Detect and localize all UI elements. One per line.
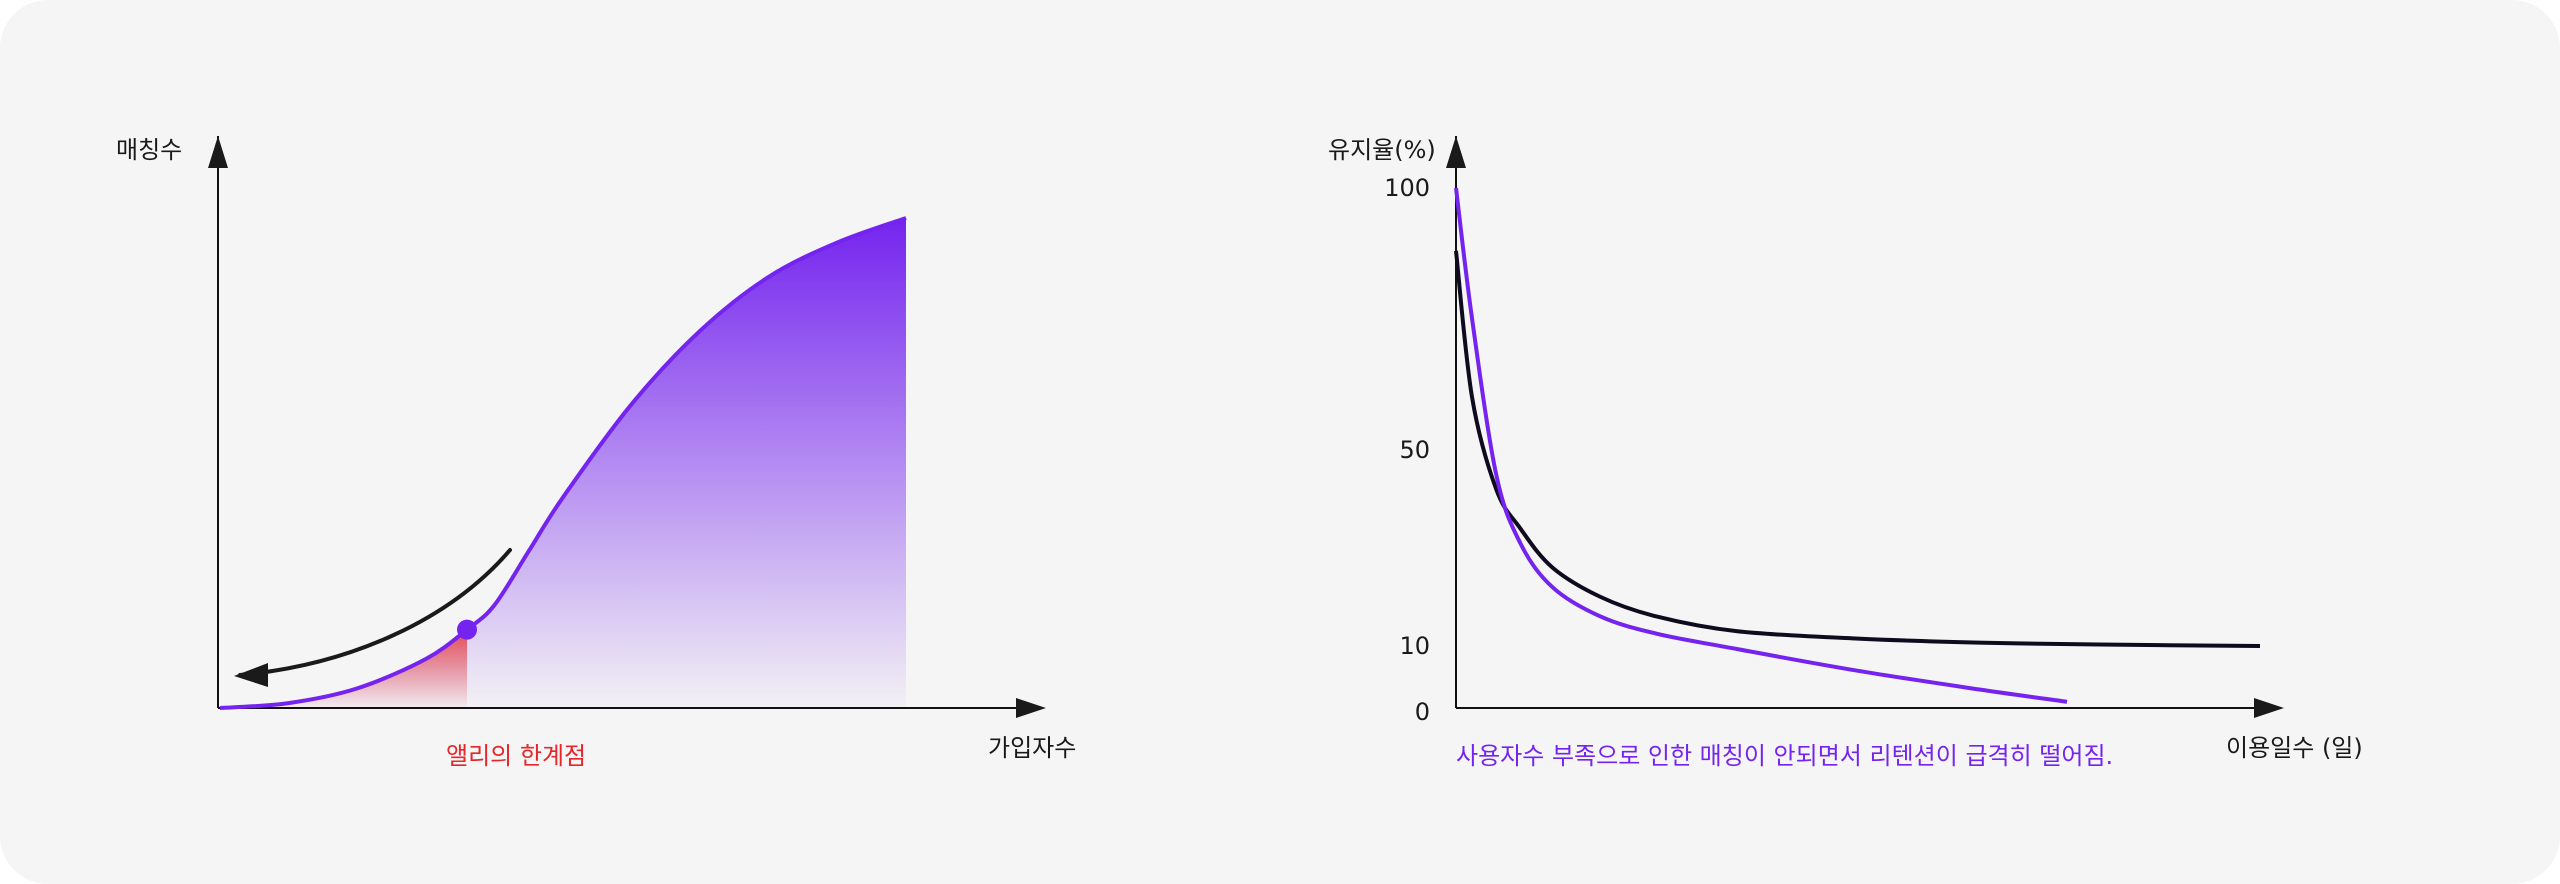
y-tick-label: 100 xyxy=(1384,174,1430,202)
left-y-axis-arrowhead xyxy=(208,136,228,168)
y-tick-label: 50 xyxy=(1399,436,1430,464)
retention-annotation: 사용자수 부족으로 인한 매칭이 안되면서 리텐션이 급격히 떨어짐. xyxy=(1456,742,2113,770)
left-chart: 매칭수 가입자수 앨리의 한계점 xyxy=(116,136,1076,770)
retention-curve-declining xyxy=(1454,187,2068,704)
y-tick-label: 10 xyxy=(1399,632,1430,660)
retention-curve-normal xyxy=(1454,250,2261,648)
y-tick-label: 0 xyxy=(1415,698,1430,726)
right-x-axis-arrowhead xyxy=(2254,698,2284,718)
right-chart: 유지율(%) 이용일수 (일) 100 50 10 0 사용자수 부족으로 인한… xyxy=(1328,136,2363,770)
allee-threshold-label: 앨리의 한계점 xyxy=(446,742,586,770)
growth-curve xyxy=(219,216,907,710)
allee-threshold-point xyxy=(457,619,477,640)
right-y-axis-label: 유지율(%) xyxy=(1328,136,1436,164)
right-y-axis-arrowhead xyxy=(1446,136,1466,168)
left-x-axis-arrowhead xyxy=(1016,698,1046,718)
left-y-axis-label: 매칭수 xyxy=(116,136,182,164)
right-x-axis-label: 이용일수 (일) xyxy=(2226,734,2363,762)
growth-area-fill xyxy=(220,218,906,708)
left-x-axis-label: 가입자수 xyxy=(988,734,1076,762)
decline-arrowhead xyxy=(234,663,268,687)
allee-zone-fill xyxy=(220,627,471,708)
decline-arrow xyxy=(238,548,512,677)
